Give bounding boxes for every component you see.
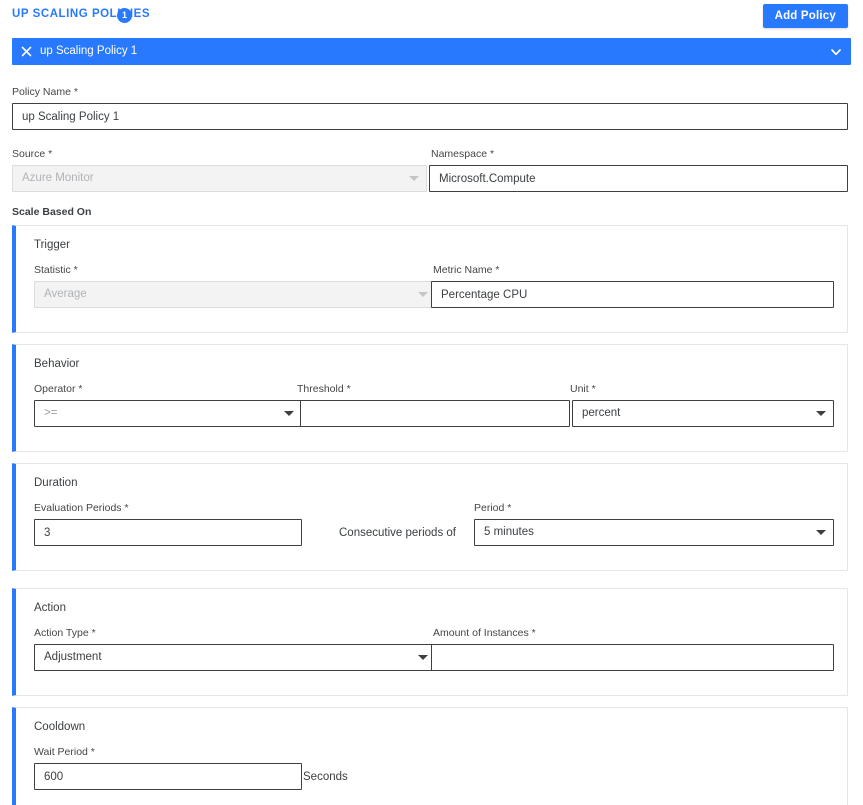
amount-of-instances-label: Amount of Instances * <box>433 627 536 639</box>
scale-based-on-heading: Scale Based On <box>12 206 92 218</box>
period-label: Period * <box>474 502 512 514</box>
evaluation-periods-input[interactable] <box>34 519 302 546</box>
policy-name-input[interactable] <box>12 103 848 130</box>
dropdown-arrow-icon <box>284 411 294 416</box>
dropdown-arrow-icon <box>418 292 428 297</box>
dropdown-arrow-icon <box>409 176 419 181</box>
wait-period-input[interactable] <box>34 763 302 790</box>
duration-card: Duration Evaluation Periods * Consecutiv… <box>12 463 848 571</box>
operator-select-value: >= <box>44 407 58 419</box>
dropdown-arrow-icon <box>816 530 826 535</box>
behavior-card-title: Behavior <box>34 358 80 370</box>
policy-name-label: Policy Name * <box>12 86 78 98</box>
consecutive-periods-text: Consecutive periods of <box>339 527 456 539</box>
namespace-label: Namespace * <box>431 148 495 160</box>
add-policy-button[interactable]: Add Policy <box>762 4 848 28</box>
metric-name-input[interactable] <box>431 281 834 308</box>
threshold-label: Threshold * <box>297 383 351 395</box>
statistic-select: Average <box>34 281 436 308</box>
cooldown-card: Cooldown Wait Period * Seconds <box>12 707 848 805</box>
threshold-input[interactable] <box>300 400 570 427</box>
panel-header: UP SCALING POLICIES 1 Add Policy <box>0 0 863 32</box>
action-card-title: Action <box>34 602 66 614</box>
cooldown-card-title: Cooldown <box>34 721 86 733</box>
unit-select[interactable]: percent <box>572 400 834 427</box>
evaluation-periods-label: Evaluation Periods * <box>34 502 129 514</box>
behavior-card: Behavior Operator * >= Threshold * Unit … <box>12 344 848 452</box>
statistic-select-value: Average <box>44 288 87 300</box>
action-card: Action Action Type * Adjustment Amount o… <box>12 588 848 696</box>
dropdown-arrow-icon <box>418 655 428 660</box>
action-type-select[interactable]: Adjustment <box>34 644 436 671</box>
chevron-down-icon[interactable] <box>829 45 843 59</box>
action-type-label: Action Type * <box>34 627 96 639</box>
duration-card-title: Duration <box>34 477 78 489</box>
trigger-card-title: Trigger <box>34 239 70 251</box>
source-select: Azure Monitor <box>12 165 427 192</box>
policy-accordion-header[interactable]: up Scaling Policy 1 <box>12 38 851 65</box>
statistic-label: Statistic * <box>34 264 78 276</box>
metric-name-label: Metric Name * <box>433 264 500 276</box>
policy-count-badge: 1 <box>117 8 132 23</box>
source-select-value: Azure Monitor <box>22 172 94 184</box>
seconds-text: Seconds <box>303 771 348 783</box>
period-select-value: 5 minutes <box>484 526 534 538</box>
unit-label: Unit * <box>570 383 596 395</box>
namespace-input[interactable] <box>429 165 848 192</box>
operator-label: Operator * <box>34 383 83 395</box>
unit-select-value: percent <box>582 407 621 419</box>
close-icon[interactable] <box>19 44 34 59</box>
policy-accordion-label: up Scaling Policy 1 <box>40 45 138 57</box>
action-type-select-value: Adjustment <box>44 651 102 663</box>
wait-period-label: Wait Period * <box>34 746 95 758</box>
page-title: UP SCALING POLICIES <box>12 8 151 20</box>
amount-of-instances-input[interactable] <box>431 644 834 671</box>
period-select[interactable]: 5 minutes <box>474 519 834 546</box>
trigger-card: Trigger Statistic * Average Metric Name … <box>12 225 848 333</box>
dropdown-arrow-icon <box>816 411 826 416</box>
operator-select[interactable]: >= <box>34 400 302 427</box>
source-label: Source * <box>12 148 53 160</box>
